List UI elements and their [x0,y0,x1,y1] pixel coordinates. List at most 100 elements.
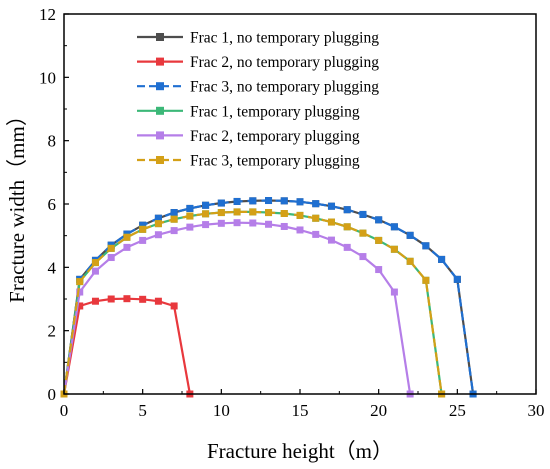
data-point [327,236,335,244]
data-point [359,229,367,237]
data-point [343,223,351,231]
data-point [76,302,84,310]
data-point [280,197,288,205]
data-point [249,197,257,205]
y-tick-label: 12 [39,5,56,24]
legend-item: Frac 3, temporary plugging [137,153,360,170]
data-point [296,198,304,206]
data-point [406,231,414,239]
data-point [91,297,99,305]
data-point [202,221,210,229]
legend-item: Frac 2, no temporary plugging [137,54,379,71]
data-point [154,220,162,228]
data-point [107,295,115,303]
data-point [312,200,320,208]
legend-label: Frac 2, temporary plugging [190,128,360,145]
legend: Frac 1, no temporary plugging Frac 2, no … [137,30,379,170]
x-tick-label: 15 [292,401,309,420]
data-point [249,219,257,227]
legend-marker [156,106,164,115]
data-point [170,209,178,217]
y-tick-label: 8 [48,132,57,151]
legend-item: Frac 1, no temporary plugging [137,30,379,47]
x-tick-label: 30 [528,401,545,420]
y-tick-label: 2 [48,322,57,341]
data-point [139,225,147,233]
x-tick-label: 0 [60,401,69,420]
data-point [296,211,304,219]
legend-label: Frac 1, temporary plugging [190,103,360,120]
series-6 [60,208,446,398]
data-point [186,223,194,231]
data-point [76,278,84,286]
data-point [327,202,335,210]
data-point [91,259,99,267]
data-point [170,227,178,235]
legend-item: Frac 1, temporary plugging [137,103,360,120]
series-line [62,297,191,395]
data-point [280,222,288,230]
x-axis-title: Fracture height（m） [207,439,393,463]
legend-marker [156,82,164,91]
data-point [233,197,241,205]
data-point [186,212,194,220]
data-point [343,243,351,251]
data-point [170,215,178,223]
legend-label: Frac 3, temporary plugging [190,153,360,170]
data-point [375,236,383,244]
data-point [390,223,398,231]
data-point [76,288,84,296]
data-point [390,288,398,296]
data-point [202,210,210,218]
legend-item: Frac 2, temporary plugging [137,128,360,145]
data-point [265,209,273,217]
data-point [343,206,351,214]
data-point [453,275,461,283]
data-point [154,297,162,305]
data-point [139,295,147,303]
data-point [375,216,383,224]
data-point [327,218,335,226]
data-point [359,210,367,218]
data-point [139,221,147,229]
legend-label: Frac 3, no temporary plugging [190,79,379,96]
data-point [233,208,241,216]
series-layer [60,197,477,398]
x-tick-label: 10 [213,401,230,420]
data-point [217,199,225,207]
data-point [265,220,273,228]
data-point [375,266,383,274]
data-point [91,267,99,275]
y-tick-label: 0 [48,385,57,404]
data-point [107,244,115,252]
axis-layer: 0 5 10 15 20 25 30 0 2 4 6 8 10 12 [39,5,545,420]
y-tick-label: 10 [39,68,56,87]
data-point [390,245,398,253]
data-point [139,236,147,244]
series-line [62,221,412,395]
data-point [312,230,320,238]
legend-marker [156,156,164,164]
data-point [154,214,162,222]
data-point [265,197,273,205]
legend-marker [156,33,164,41]
series-2 [60,295,194,398]
data-point [280,210,288,217]
legend-marker [156,57,164,66]
legend-label: Frac 1, no temporary plugging [190,30,379,47]
data-point [422,242,430,250]
data-point [107,254,115,262]
data-point [123,243,131,251]
data-point [170,302,178,310]
data-point [154,231,162,239]
data-point [422,276,430,284]
data-point [233,219,241,227]
x-tick-label: 20 [370,401,387,420]
legend-item: Frac 3, no temporary plugging [137,79,379,96]
data-point [249,208,257,216]
data-point [438,255,446,263]
legend-label: Frac 2, no temporary plugging [190,54,379,71]
data-point [186,204,194,212]
data-point [202,201,210,209]
